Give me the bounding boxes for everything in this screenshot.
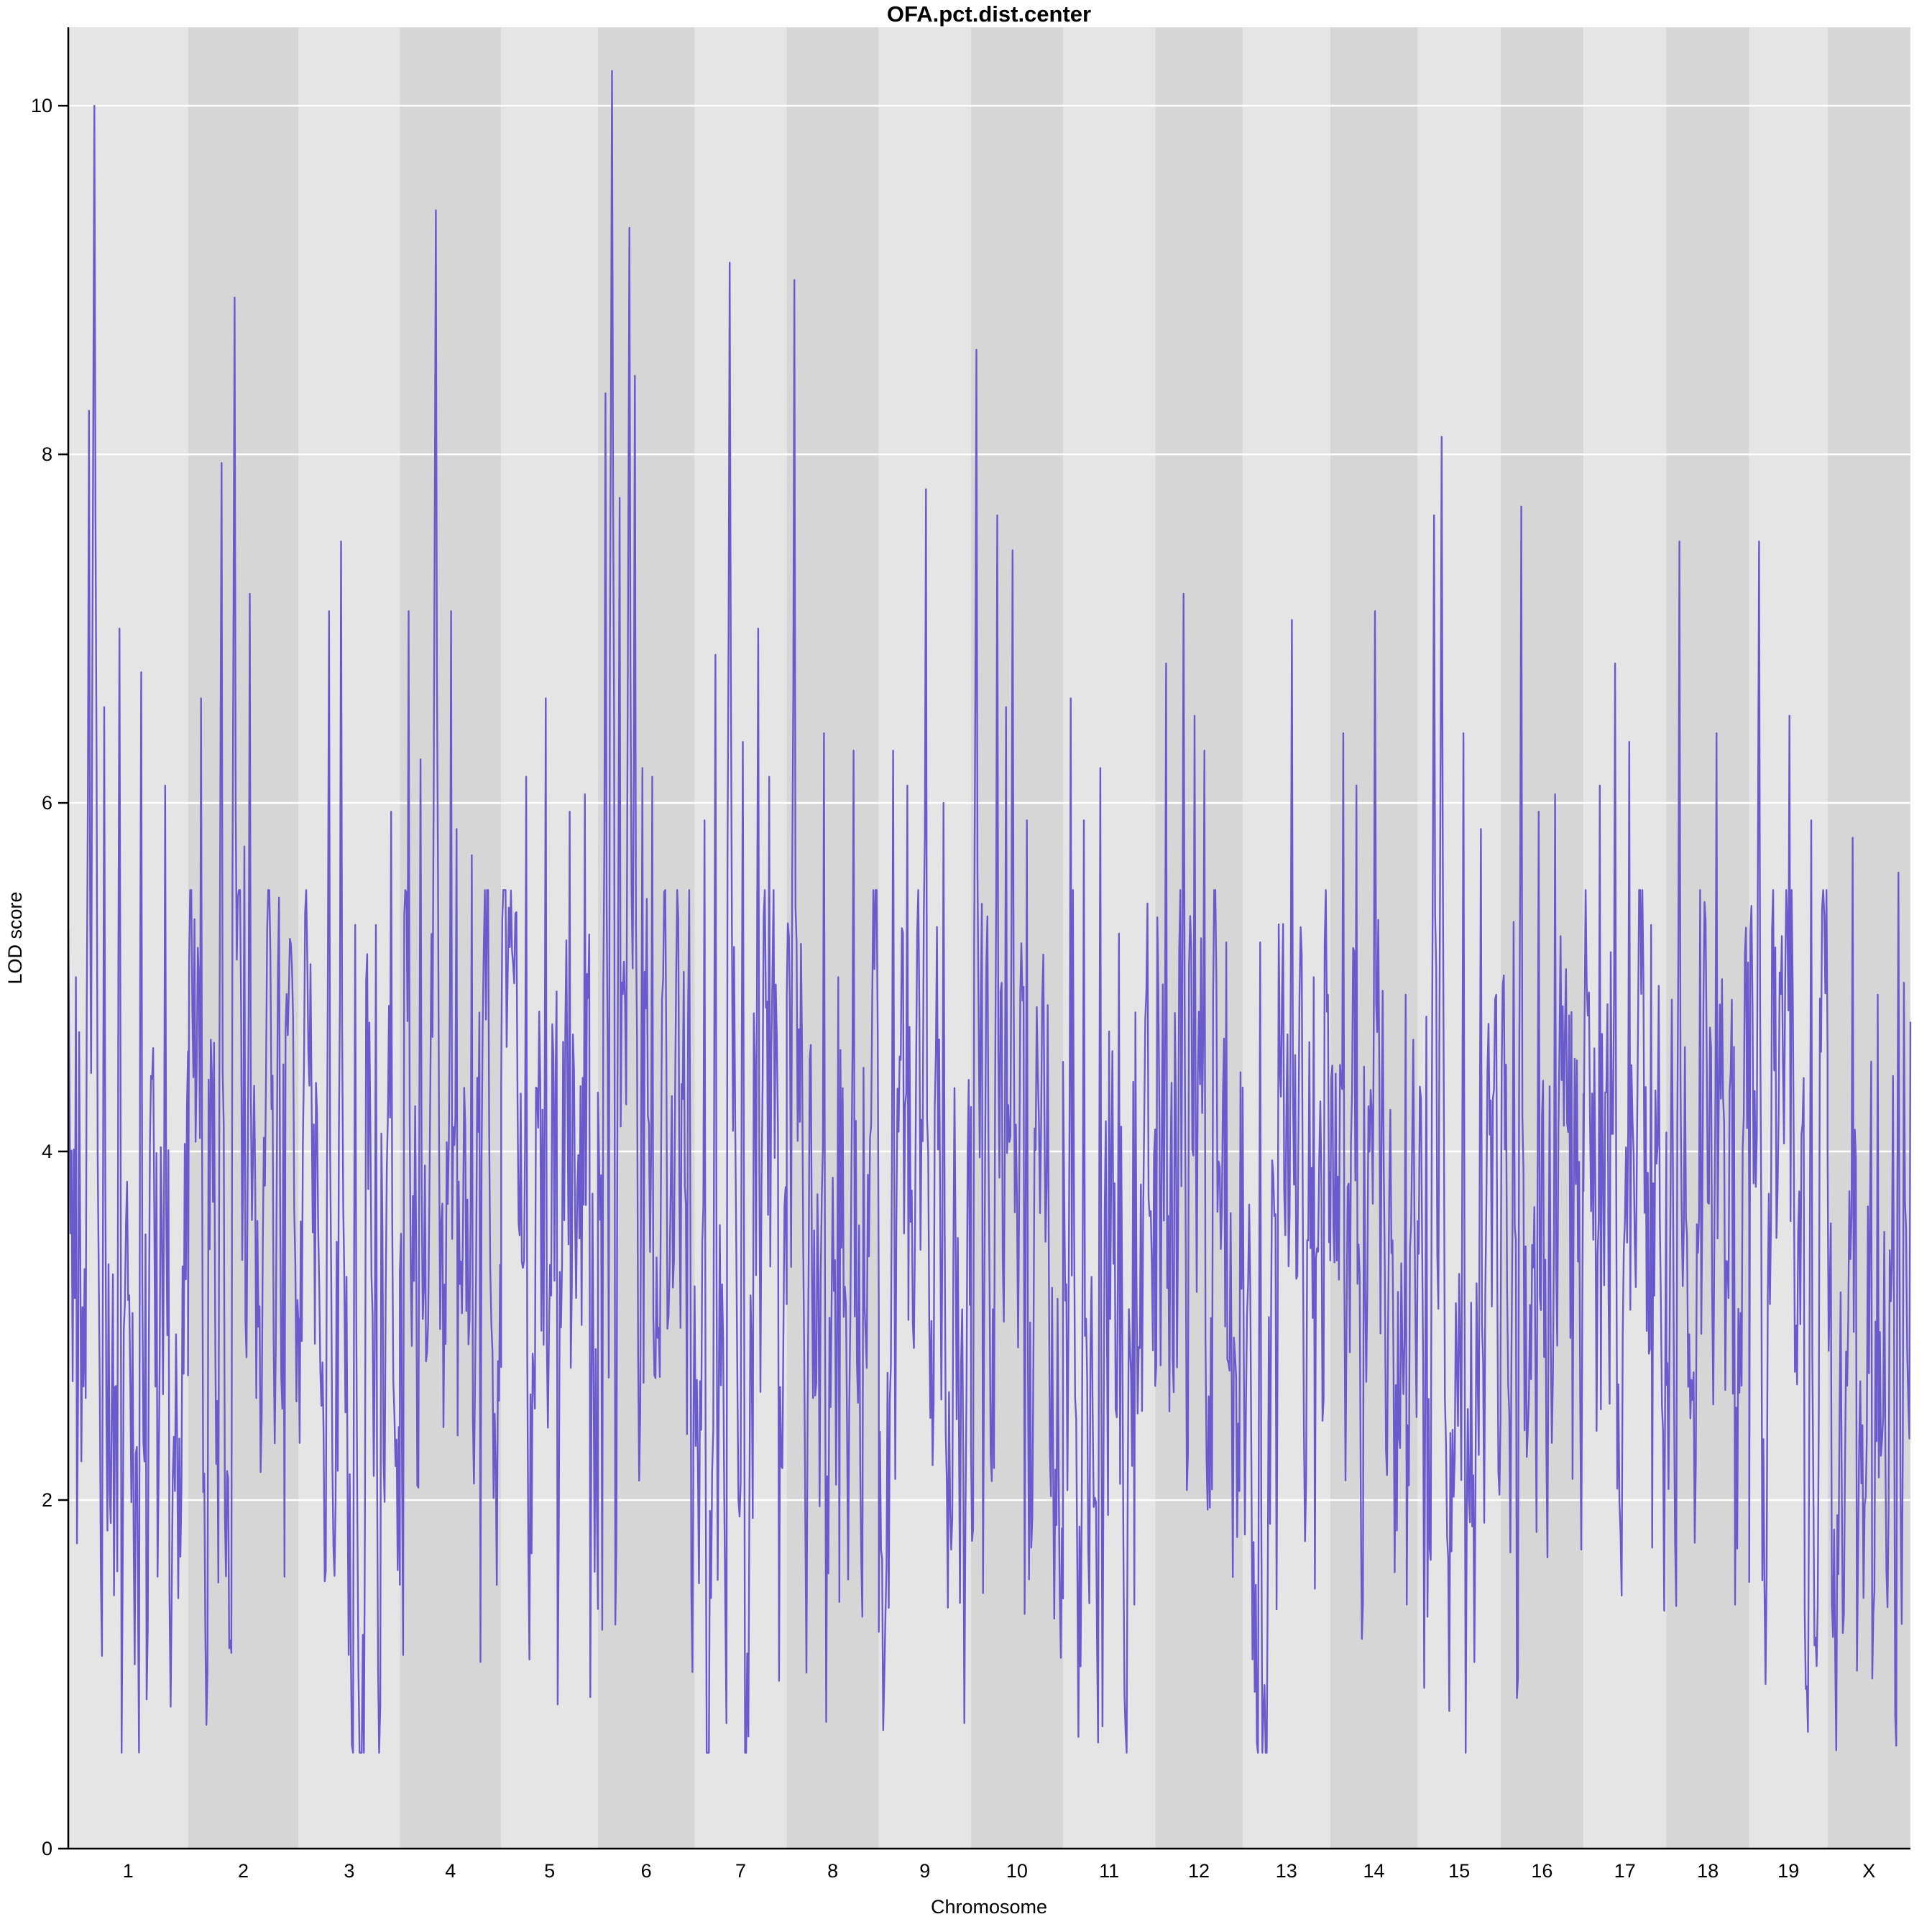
x-tick-label-3: 3 [344, 1860, 354, 1882]
y-tick-label-6: 6 [42, 792, 52, 814]
x-tick-label-11: 11 [1099, 1860, 1119, 1882]
x-tick-label-19: 19 [1777, 1860, 1799, 1882]
x-tick-label-4: 4 [445, 1860, 456, 1882]
x-tick-label-13: 13 [1276, 1860, 1297, 1882]
lod-trace [67, 70, 1912, 1754]
chrom-band-12 [1155, 27, 1243, 1849]
gridlines-layer [68, 104, 1910, 1501]
x-tick-label-9: 9 [919, 1860, 930, 1882]
chrom-band-8 [786, 27, 879, 1849]
x-tick-label-15: 15 [1448, 1860, 1470, 1882]
chrom-band-15 [1417, 27, 1501, 1849]
chart-title: OFA.pct.dist.center [887, 1, 1091, 27]
y-tick-label-8: 8 [42, 443, 52, 465]
x-tick-label-X: X [1862, 1860, 1875, 1882]
y-tick-label-0: 0 [42, 1838, 52, 1859]
x-tick-label-1: 1 [123, 1860, 134, 1882]
x-tick-label-2: 2 [238, 1860, 249, 1882]
y-tick-label-10: 10 [31, 95, 52, 116]
x-tick-label-7: 7 [735, 1860, 746, 1882]
chrom-band-17 [1583, 27, 1667, 1849]
lod-trace-layer [67, 70, 1912, 1754]
x-tick-label-12: 12 [1188, 1860, 1210, 1882]
x-tick-label-17: 17 [1614, 1860, 1636, 1882]
x-tick-label-5: 5 [544, 1860, 555, 1882]
chrom-band-13 [1242, 27, 1330, 1849]
chrom-band-11 [1063, 27, 1156, 1849]
x-tick-label-16: 16 [1531, 1860, 1552, 1882]
x-tick-label-10: 10 [1006, 1860, 1028, 1882]
y-axis-label: LOD score [4, 891, 26, 984]
y-tick-label-4: 4 [42, 1141, 52, 1162]
y-tick-label-2: 2 [42, 1489, 52, 1511]
chromosome-bands-layer [68, 27, 1910, 1849]
x-tick-label-8: 8 [827, 1860, 838, 1882]
x-axis-label: Chromosome [931, 1896, 1047, 1918]
x-tick-label-6: 6 [641, 1860, 652, 1882]
chrom-band-1 [68, 27, 188, 1849]
x-tick-label-18: 18 [1697, 1860, 1719, 1882]
x-tick-label-14: 14 [1363, 1860, 1384, 1882]
axes-layer [58, 27, 1910, 1850]
chrom-band-10 [970, 27, 1064, 1849]
